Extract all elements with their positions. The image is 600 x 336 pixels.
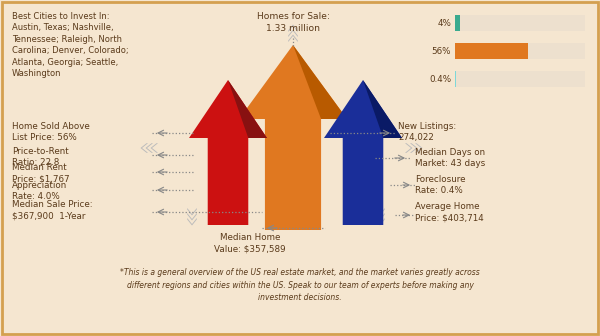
Polygon shape [288, 25, 298, 32]
Polygon shape [151, 143, 158, 153]
Bar [455, 71, 585, 87]
Text: Median Sale Price:
$367,900  1-Year: Median Sale Price: $367,900 1-Year [12, 200, 92, 220]
Text: New Listings:
274,022: New Listings: 274,022 [398, 122, 456, 142]
Text: Median Days on
Market: 43 days: Median Days on Market: 43 days [415, 148, 485, 168]
Bar [455, 43, 528, 59]
Text: Average Home
Price: $403,714: Average Home Price: $403,714 [415, 202, 484, 222]
Polygon shape [228, 80, 267, 138]
Text: *This is a general overview of the US real estate market, and the market varies : *This is a general overview of the US re… [120, 268, 480, 302]
Polygon shape [187, 218, 197, 225]
Polygon shape [140, 143, 148, 153]
Polygon shape [410, 143, 418, 153]
Polygon shape [189, 80, 267, 225]
Polygon shape [187, 208, 197, 215]
Text: Median Rent
Price: $1,767: Median Rent Price: $1,767 [12, 163, 70, 183]
Text: Appreciation
Rate: 4.0%: Appreciation Rate: 4.0% [12, 181, 67, 202]
Text: Best Cities to Invest In:
Austin, Texas; Nashville,
Tennessee; Raleigh, North
Ca: Best Cities to Invest In: Austin, Texas;… [12, 12, 128, 78]
Text: Price-to-Rent
Ratio: 22.8: Price-to-Rent Ratio: 22.8 [12, 147, 68, 167]
Polygon shape [415, 143, 422, 153]
Polygon shape [405, 143, 413, 153]
Polygon shape [324, 80, 402, 225]
Polygon shape [288, 35, 298, 42]
Text: 4%: 4% [437, 18, 451, 28]
Polygon shape [288, 30, 298, 37]
Polygon shape [375, 208, 385, 215]
Polygon shape [146, 143, 153, 153]
Text: Home Sold Above
List Price: 56%: Home Sold Above List Price: 56% [12, 122, 90, 142]
Text: Homes for Sale:
1.33 million: Homes for Sale: 1.33 million [257, 12, 329, 33]
Polygon shape [239, 45, 347, 230]
Bar [455, 43, 585, 59]
Text: Foreclosure
Rate: 0.4%: Foreclosure Rate: 0.4% [415, 175, 466, 196]
Polygon shape [375, 213, 385, 220]
Polygon shape [363, 80, 402, 138]
Bar [455, 15, 585, 31]
Polygon shape [293, 45, 347, 119]
Text: 56%: 56% [431, 46, 451, 55]
Text: Median Home
Value: $357,589: Median Home Value: $357,589 [214, 233, 286, 253]
Text: 0.4%: 0.4% [429, 75, 451, 84]
Polygon shape [187, 213, 197, 220]
Polygon shape [375, 218, 385, 225]
Bar [455, 15, 460, 31]
